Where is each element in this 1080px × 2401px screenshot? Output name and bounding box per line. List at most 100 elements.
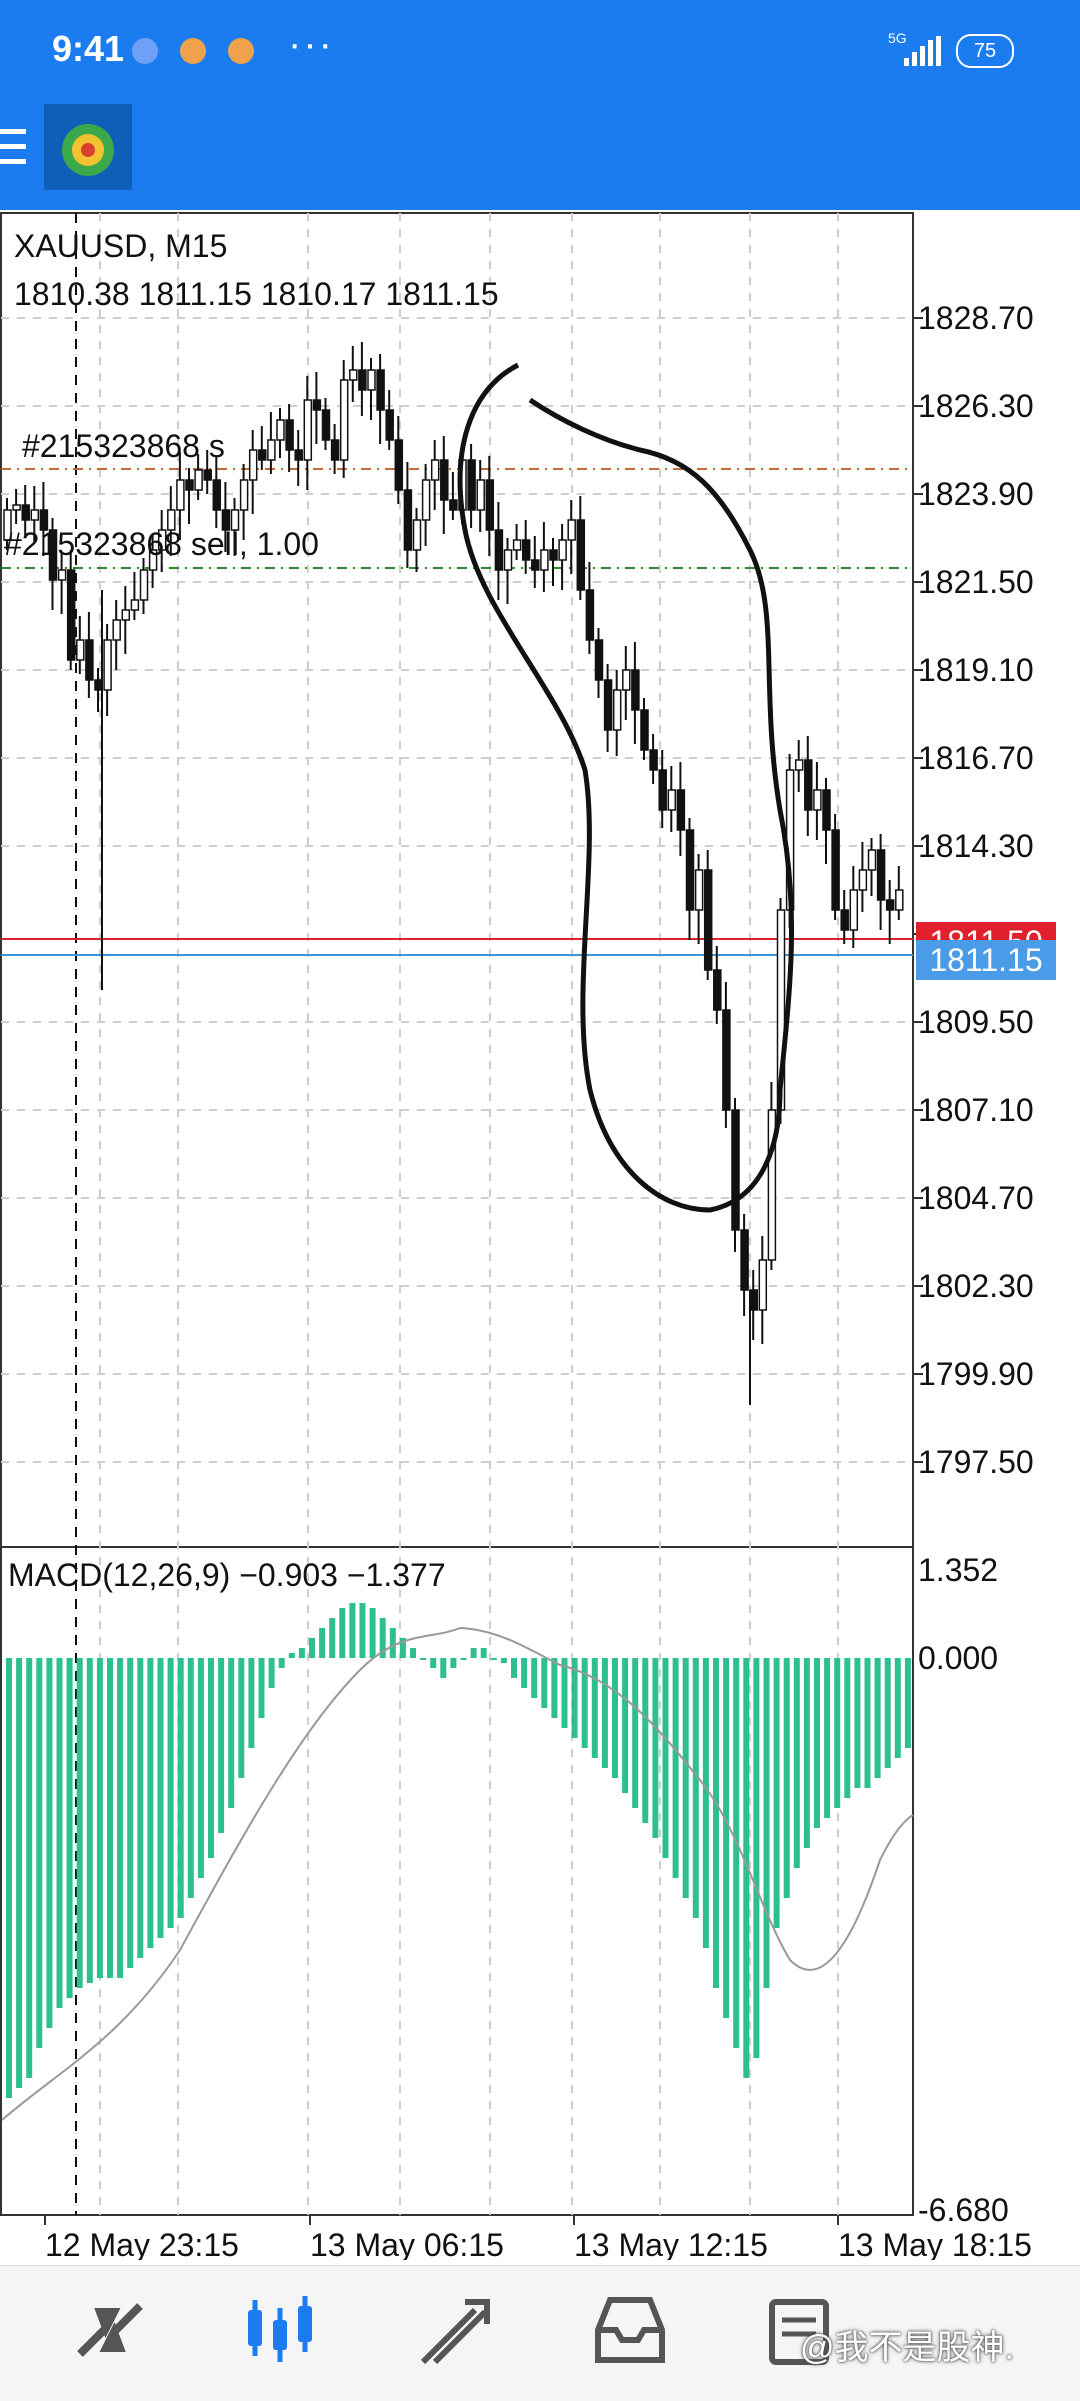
- macd-bar: [319, 1628, 326, 1658]
- macd-bar: [127, 1658, 134, 1968]
- candle-body: [658, 769, 667, 811]
- order-label-2[interactable]: #215323868 sell, 1.00: [4, 526, 319, 562]
- candle-body: [722, 1009, 731, 1111]
- candle-body: [3, 509, 12, 541]
- candle-body: [521, 539, 531, 561]
- candle-body: [676, 789, 686, 831]
- app-logo[interactable]: [44, 104, 132, 190]
- macd-bar: [743, 1658, 750, 2078]
- candle-body: [121, 609, 131, 621]
- signal-icon: [904, 36, 941, 66]
- trade-icon[interactable]: [415, 2290, 495, 2370]
- macd-tick-label: -6.680: [918, 2192, 1009, 2228]
- watermark: @我不是股神.: [800, 2329, 1014, 2367]
- macd-histogram: [6, 1603, 911, 2098]
- menu-icon[interactable]: [0, 125, 30, 169]
- candle-body: [849, 889, 859, 931]
- macd-bar: [96, 1658, 103, 1978]
- history-icon[interactable]: [590, 2290, 670, 2370]
- price-tick-label: 1807.10: [918, 1092, 1034, 1128]
- macd-bar: [601, 1658, 608, 1768]
- candle-body: [594, 639, 604, 681]
- macd-bar: [733, 1658, 740, 2048]
- candle-body: [794, 759, 804, 771]
- macd-bar: [349, 1603, 356, 1658]
- price-tick-label: 1826.30: [918, 388, 1034, 424]
- candle-body: [85, 639, 94, 681]
- macd-bar: [773, 1658, 780, 1928]
- candle-body: [148, 549, 158, 571]
- candle-body: [176, 479, 185, 511]
- macd-bar: [430, 1658, 437, 1668]
- candle-body: [540, 549, 549, 571]
- candle-body: [294, 449, 303, 461]
- candle-body: [376, 369, 385, 411]
- candle-body: [12, 504, 21, 511]
- more-notifications-icon: ···: [288, 22, 334, 66]
- candle-body: [39, 509, 49, 531]
- candle-body: [685, 829, 695, 911]
- quotes-icon[interactable]: [70, 2290, 150, 2370]
- macd-bar: [834, 1658, 841, 1808]
- messages-icon[interactable]: [762, 2290, 842, 2370]
- candle-body: [267, 439, 276, 461]
- price-chart[interactable]: 1828.70 1826.30 1823.90 1821.50 1819.10 1816.…: [0, 210, 1080, 2260]
- candle-body: [203, 469, 212, 481]
- candle-body: [285, 419, 294, 451]
- order-label-1[interactable]: #215323868 s: [22, 428, 225, 464]
- candle-body: [212, 479, 222, 511]
- candle-body: [576, 519, 586, 591]
- candle-body: [494, 529, 504, 571]
- candle-body: [230, 509, 240, 531]
- macd-bar: [551, 1658, 558, 1718]
- macd-bar: [511, 1658, 517, 1678]
- price-tick-label: 1802.30: [918, 1268, 1034, 1304]
- macd-bar: [490, 1658, 497, 1660]
- price-axis: 1828.70 1826.30 1823.90 1821.50 1819.10 1816.…: [913, 300, 1034, 1480]
- candle-body: [858, 869, 868, 891]
- macd-bar: [268, 1658, 275, 1688]
- candle-body: [822, 789, 831, 831]
- macd-bar: [864, 1658, 871, 1788]
- macd-bar: [359, 1603, 366, 1658]
- notification-icon: [228, 38, 254, 64]
- macd-bar: [702, 1658, 709, 1948]
- candle-body: [258, 449, 267, 461]
- macd-bar: [288, 1653, 295, 1658]
- price-tick-label: 1821.50: [918, 564, 1034, 600]
- price-tick-label: 1799.90: [918, 1356, 1034, 1392]
- candle-body: [94, 679, 103, 691]
- candle-body: [549, 549, 558, 561]
- macd-bar: [379, 1618, 386, 1658]
- candle-body: [403, 489, 413, 551]
- candle-body: [640, 709, 649, 751]
- price-tick-label: 1797.50: [918, 1444, 1034, 1480]
- macd-bar: [187, 1658, 194, 1898]
- candle-body: [740, 1229, 749, 1291]
- macd-bar: [884, 1658, 891, 1768]
- candle-body: [612, 689, 622, 731]
- candle-body: [558, 539, 567, 561]
- macd-bar: [460, 1658, 467, 1660]
- macd-bar: [117, 1658, 124, 1978]
- price-tick-label: 1814.30: [918, 828, 1034, 864]
- price-tick-label: 1823.90: [918, 476, 1034, 512]
- bottom-nav: [0, 2265, 1080, 2401]
- candle-body: [430, 459, 440, 481]
- chart-icon[interactable]: [240, 2290, 320, 2370]
- price-tick-label: 1828.70: [918, 300, 1034, 336]
- macd-bar: [814, 1658, 820, 1828]
- top-toolbar: [0, 100, 1080, 210]
- candle-body: [731, 1109, 740, 1231]
- candle-body: [585, 589, 595, 641]
- macd-bar: [107, 1658, 113, 1978]
- candle-body: [831, 829, 840, 911]
- macd-bar: [157, 1658, 164, 1938]
- freehand-drawing: [457, 362, 795, 1213]
- candle-body: [349, 369, 358, 381]
- macd-bar: [854, 1658, 861, 1788]
- candle-body: [895, 889, 904, 911]
- macd-bar: [389, 1628, 396, 1658]
- candle-body: [367, 369, 376, 391]
- macd-axis: 1.352 0.000 -6.680: [918, 1552, 1009, 2228]
